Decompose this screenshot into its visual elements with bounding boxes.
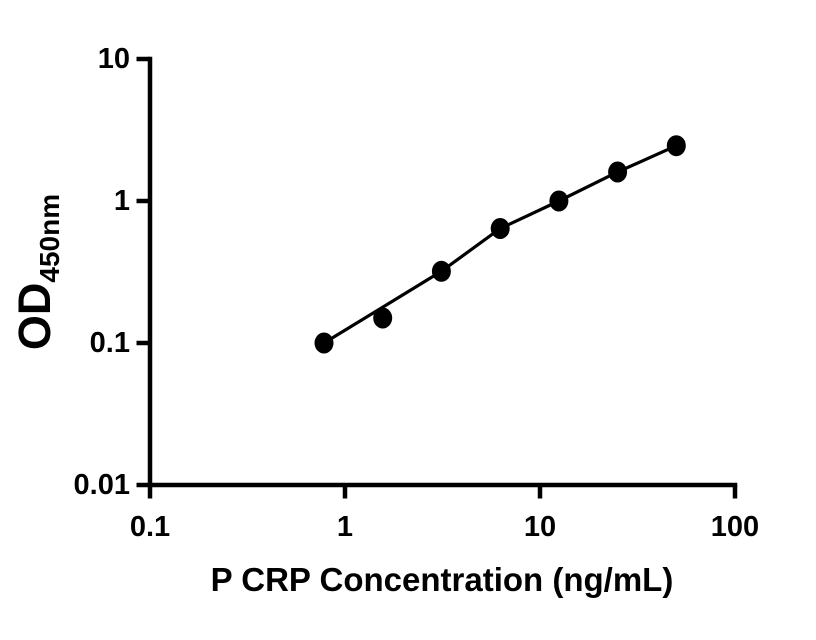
data-point [373,307,393,329]
data-point [666,135,686,157]
x-tick-label: 1 [336,511,354,543]
y-tick-label: 1 [113,185,130,217]
data-point [608,161,628,183]
y-axis-title-subscript: 450nm [34,193,65,283]
data-point [431,260,451,282]
y-tick-label: 10 [97,43,130,75]
x-tick-label: 10 [523,511,557,543]
x-tick-label: 0.1 [129,511,171,543]
y-tick-label: 0.01 [73,469,130,501]
y-axis-title-main: OD [9,282,60,351]
data-point [314,332,334,354]
y-tick-label: 0.1 [89,327,130,359]
data-point [490,218,510,239]
data-point [549,190,569,212]
x-axis-title: P CRP Concentration (ng/mL) [210,561,674,598]
y-axis-title: OD450nm [9,193,65,351]
x-tick-label: 100 [710,511,760,543]
standard-curve-line [323,144,677,345]
